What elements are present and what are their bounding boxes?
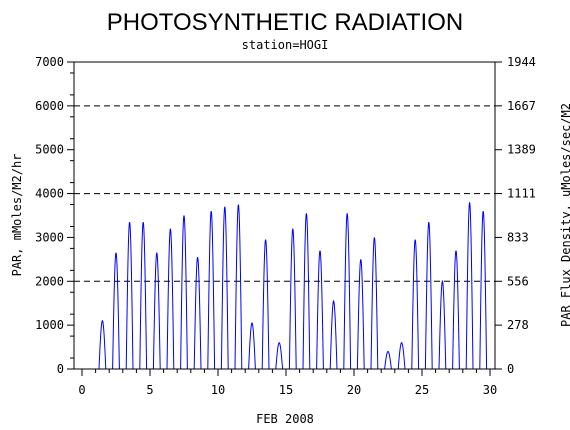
x-tick-label: 20 [347, 383, 361, 397]
y-left-tick-label: 7000 [35, 55, 64, 69]
chart-subtitle: station=HOGI [242, 38, 329, 52]
y-right-tick-label: 0 [507, 362, 514, 376]
series-layer [95, 202, 490, 370]
x-axis-label: FEB 2008 [256, 412, 314, 426]
y-right-tick-label: 1389 [507, 143, 536, 157]
y-left-tick-label: 4000 [35, 187, 64, 201]
y-right-tick-label: 556 [507, 274, 529, 288]
x-axis: 0 5 10 15 20 25 30 [78, 369, 497, 397]
y-left-tick-label: 0 [57, 362, 64, 376]
plot-frame [73, 61, 496, 370]
y-axis-left-label: PAR, mMoles/M2/hr [10, 154, 24, 277]
y-left-tick-label: 5000 [35, 143, 64, 157]
y-left-tick-label: 3000 [35, 230, 64, 244]
y-axis-right-label: PAR Flux Density, uMoles/sec/M2 [559, 103, 570, 327]
x-tick-label: 25 [415, 383, 429, 397]
par-series-line [95, 202, 490, 370]
x-tick-label: 5 [146, 383, 153, 397]
y-axis-right: 0 278 556 833 1111 1389 1667 1944 [495, 55, 536, 376]
y-left-tick-label: 1000 [35, 318, 64, 332]
y-right-tick-label: 833 [507, 230, 529, 244]
chart-title: PHOTOSYNTHETIC RADIATION [107, 9, 463, 36]
y-right-tick-label: 1944 [507, 55, 536, 69]
x-tick-label: 10 [211, 383, 225, 397]
y-left-tick-label: 2000 [35, 274, 64, 288]
x-tick-label: 30 [483, 383, 497, 397]
y-right-tick-label: 1111 [507, 187, 536, 201]
x-tick-label: 0 [78, 383, 85, 397]
y-axis-left: 0 1000 2000 3000 4000 5000 6000 7000 [35, 55, 74, 376]
reference-lines [74, 105, 495, 282]
y-right-tick-label: 1667 [507, 99, 536, 113]
x-tick-label: 15 [279, 383, 293, 397]
y-right-tick-label: 278 [507, 318, 529, 332]
y-left-tick-label: 6000 [35, 99, 64, 113]
